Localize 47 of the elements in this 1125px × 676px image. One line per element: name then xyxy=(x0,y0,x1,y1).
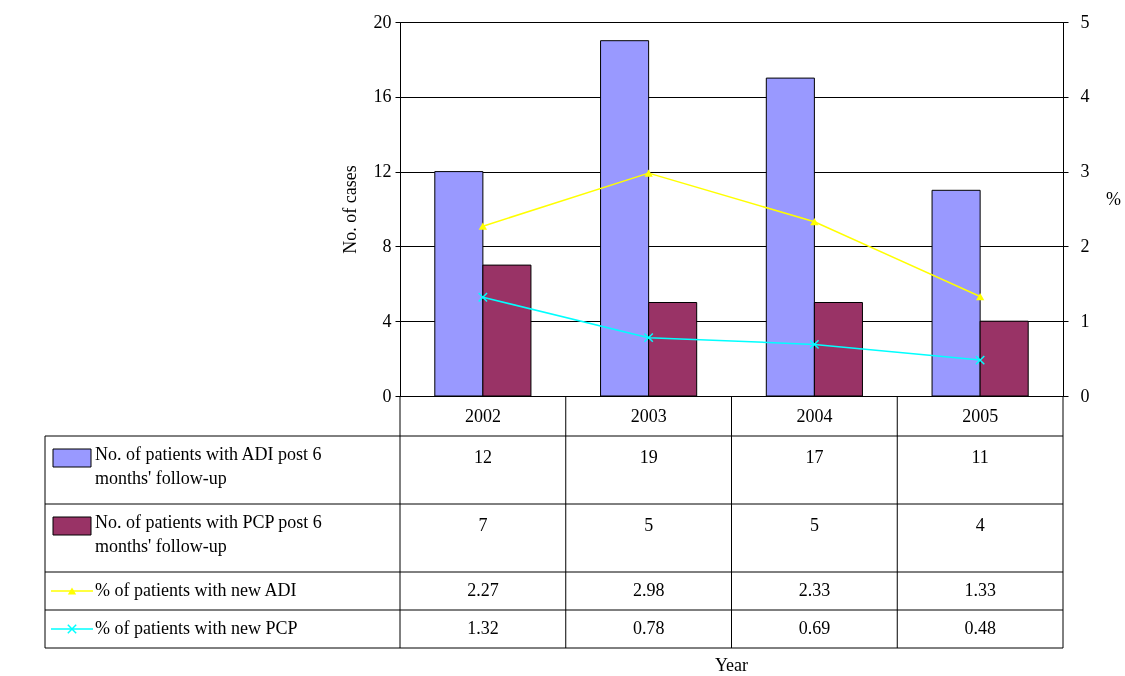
x-tick-label: 2002 xyxy=(464,405,501,426)
data-label: 0.78 xyxy=(632,618,665,638)
y-tick-label: 12 xyxy=(373,161,392,182)
y2-tick-label: 1 xyxy=(1080,310,1090,331)
point xyxy=(643,332,654,343)
y2-tick-label: 2 xyxy=(1080,235,1090,256)
data-label: 4 xyxy=(975,515,985,535)
data-label: 0.69 xyxy=(798,618,831,638)
data-label: 17 xyxy=(805,447,824,467)
point xyxy=(810,218,819,226)
y-tick-label: 4 xyxy=(382,310,392,331)
data-label: 5 xyxy=(644,515,654,535)
y2-tick-label: 4 xyxy=(1080,86,1090,107)
data-label: 2.27 xyxy=(467,580,499,600)
point xyxy=(809,339,820,350)
y2-axis-title: % xyxy=(1106,188,1121,209)
data-label: 12 xyxy=(473,447,492,467)
y-tick-label: 16 xyxy=(373,86,392,107)
x-tick-label: 2004 xyxy=(796,405,833,426)
y2-tick-label: 3 xyxy=(1080,161,1090,182)
data-label: 11 xyxy=(971,447,989,467)
y-tick-label: 8 xyxy=(382,235,392,256)
y2-tick-label: 5 xyxy=(1080,11,1090,32)
y-tick-label: 0 xyxy=(382,385,392,406)
data-label: 1.33 xyxy=(964,580,996,600)
data-label: 2.98 xyxy=(632,580,665,600)
y2-tick-label: 0 xyxy=(1080,385,1090,406)
data-label: 5 xyxy=(809,515,819,535)
legend-label: % of patients with new ADI xyxy=(95,580,297,600)
y-axis-title: No. of cases xyxy=(339,165,360,254)
x-tick-label: 2003 xyxy=(630,405,667,426)
legend-label: No. of patients with ADI post 6 months' follow-up xyxy=(95,444,322,488)
text: Year xyxy=(714,655,749,675)
data-label: 7 xyxy=(478,515,488,535)
y-tick-label: 20 xyxy=(373,11,392,32)
legend-label: No. of patients with PCP post 6 months' follow-up xyxy=(95,512,322,556)
x-tick-label: 2005 xyxy=(962,405,999,426)
data-label: 19 xyxy=(639,447,658,467)
point xyxy=(644,169,653,177)
legend-label: % of patients with new PCP xyxy=(95,618,298,638)
data-label: 0.48 xyxy=(964,618,996,638)
point xyxy=(975,355,986,366)
point xyxy=(975,292,985,301)
point xyxy=(477,292,488,303)
point xyxy=(478,222,488,230)
data-label: 2.33 xyxy=(798,580,831,600)
data-label: 1.32 xyxy=(467,618,499,638)
